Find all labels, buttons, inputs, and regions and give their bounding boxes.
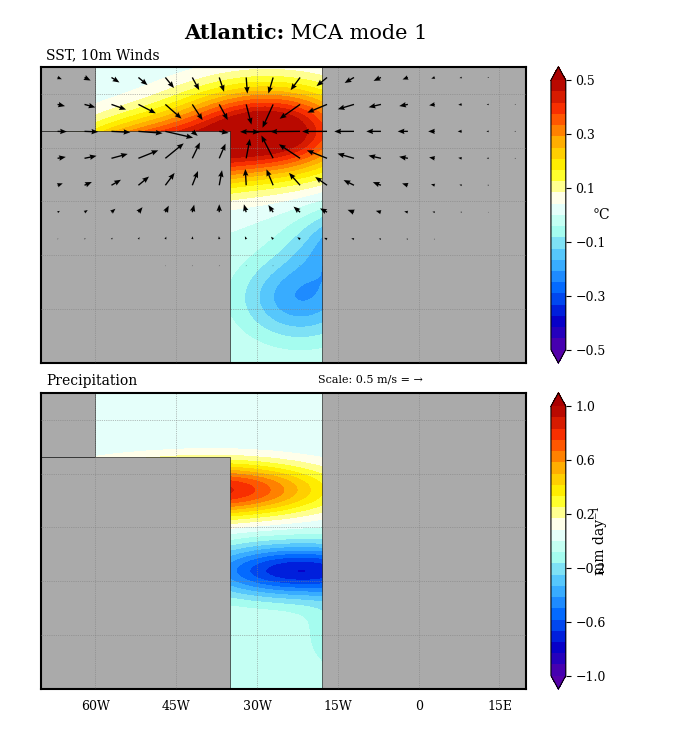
Text: Precipitation: Precipitation xyxy=(46,374,137,388)
Text: 15E: 15E xyxy=(487,700,512,714)
Text: 15W: 15W xyxy=(323,700,352,714)
PathPatch shape xyxy=(551,350,566,363)
PathPatch shape xyxy=(551,67,566,80)
Bar xyxy=(322,322,676,716)
Bar xyxy=(365,139,634,333)
Text: 0: 0 xyxy=(414,700,422,714)
Text: mm day⁻¹: mm day⁻¹ xyxy=(593,506,606,576)
PathPatch shape xyxy=(551,676,566,689)
Text: MCA mode 1: MCA mode 1 xyxy=(284,24,427,43)
Bar xyxy=(0,40,95,131)
PathPatch shape xyxy=(551,393,566,406)
Bar xyxy=(0,131,230,503)
Bar xyxy=(0,366,95,457)
Text: SST, 10m Winds: SST, 10m Winds xyxy=(46,48,160,62)
Bar xyxy=(0,457,230,741)
Bar xyxy=(365,0,634,7)
Text: Atlantic:: Atlantic: xyxy=(184,24,284,43)
Bar xyxy=(322,0,676,390)
Text: °C: °C xyxy=(593,208,610,222)
Text: 45W: 45W xyxy=(162,700,191,714)
Text: 60W: 60W xyxy=(81,700,110,714)
Text: 30W: 30W xyxy=(243,700,271,714)
Text: Scale: 0.5 m/s = →: Scale: 0.5 m/s = → xyxy=(318,375,422,385)
